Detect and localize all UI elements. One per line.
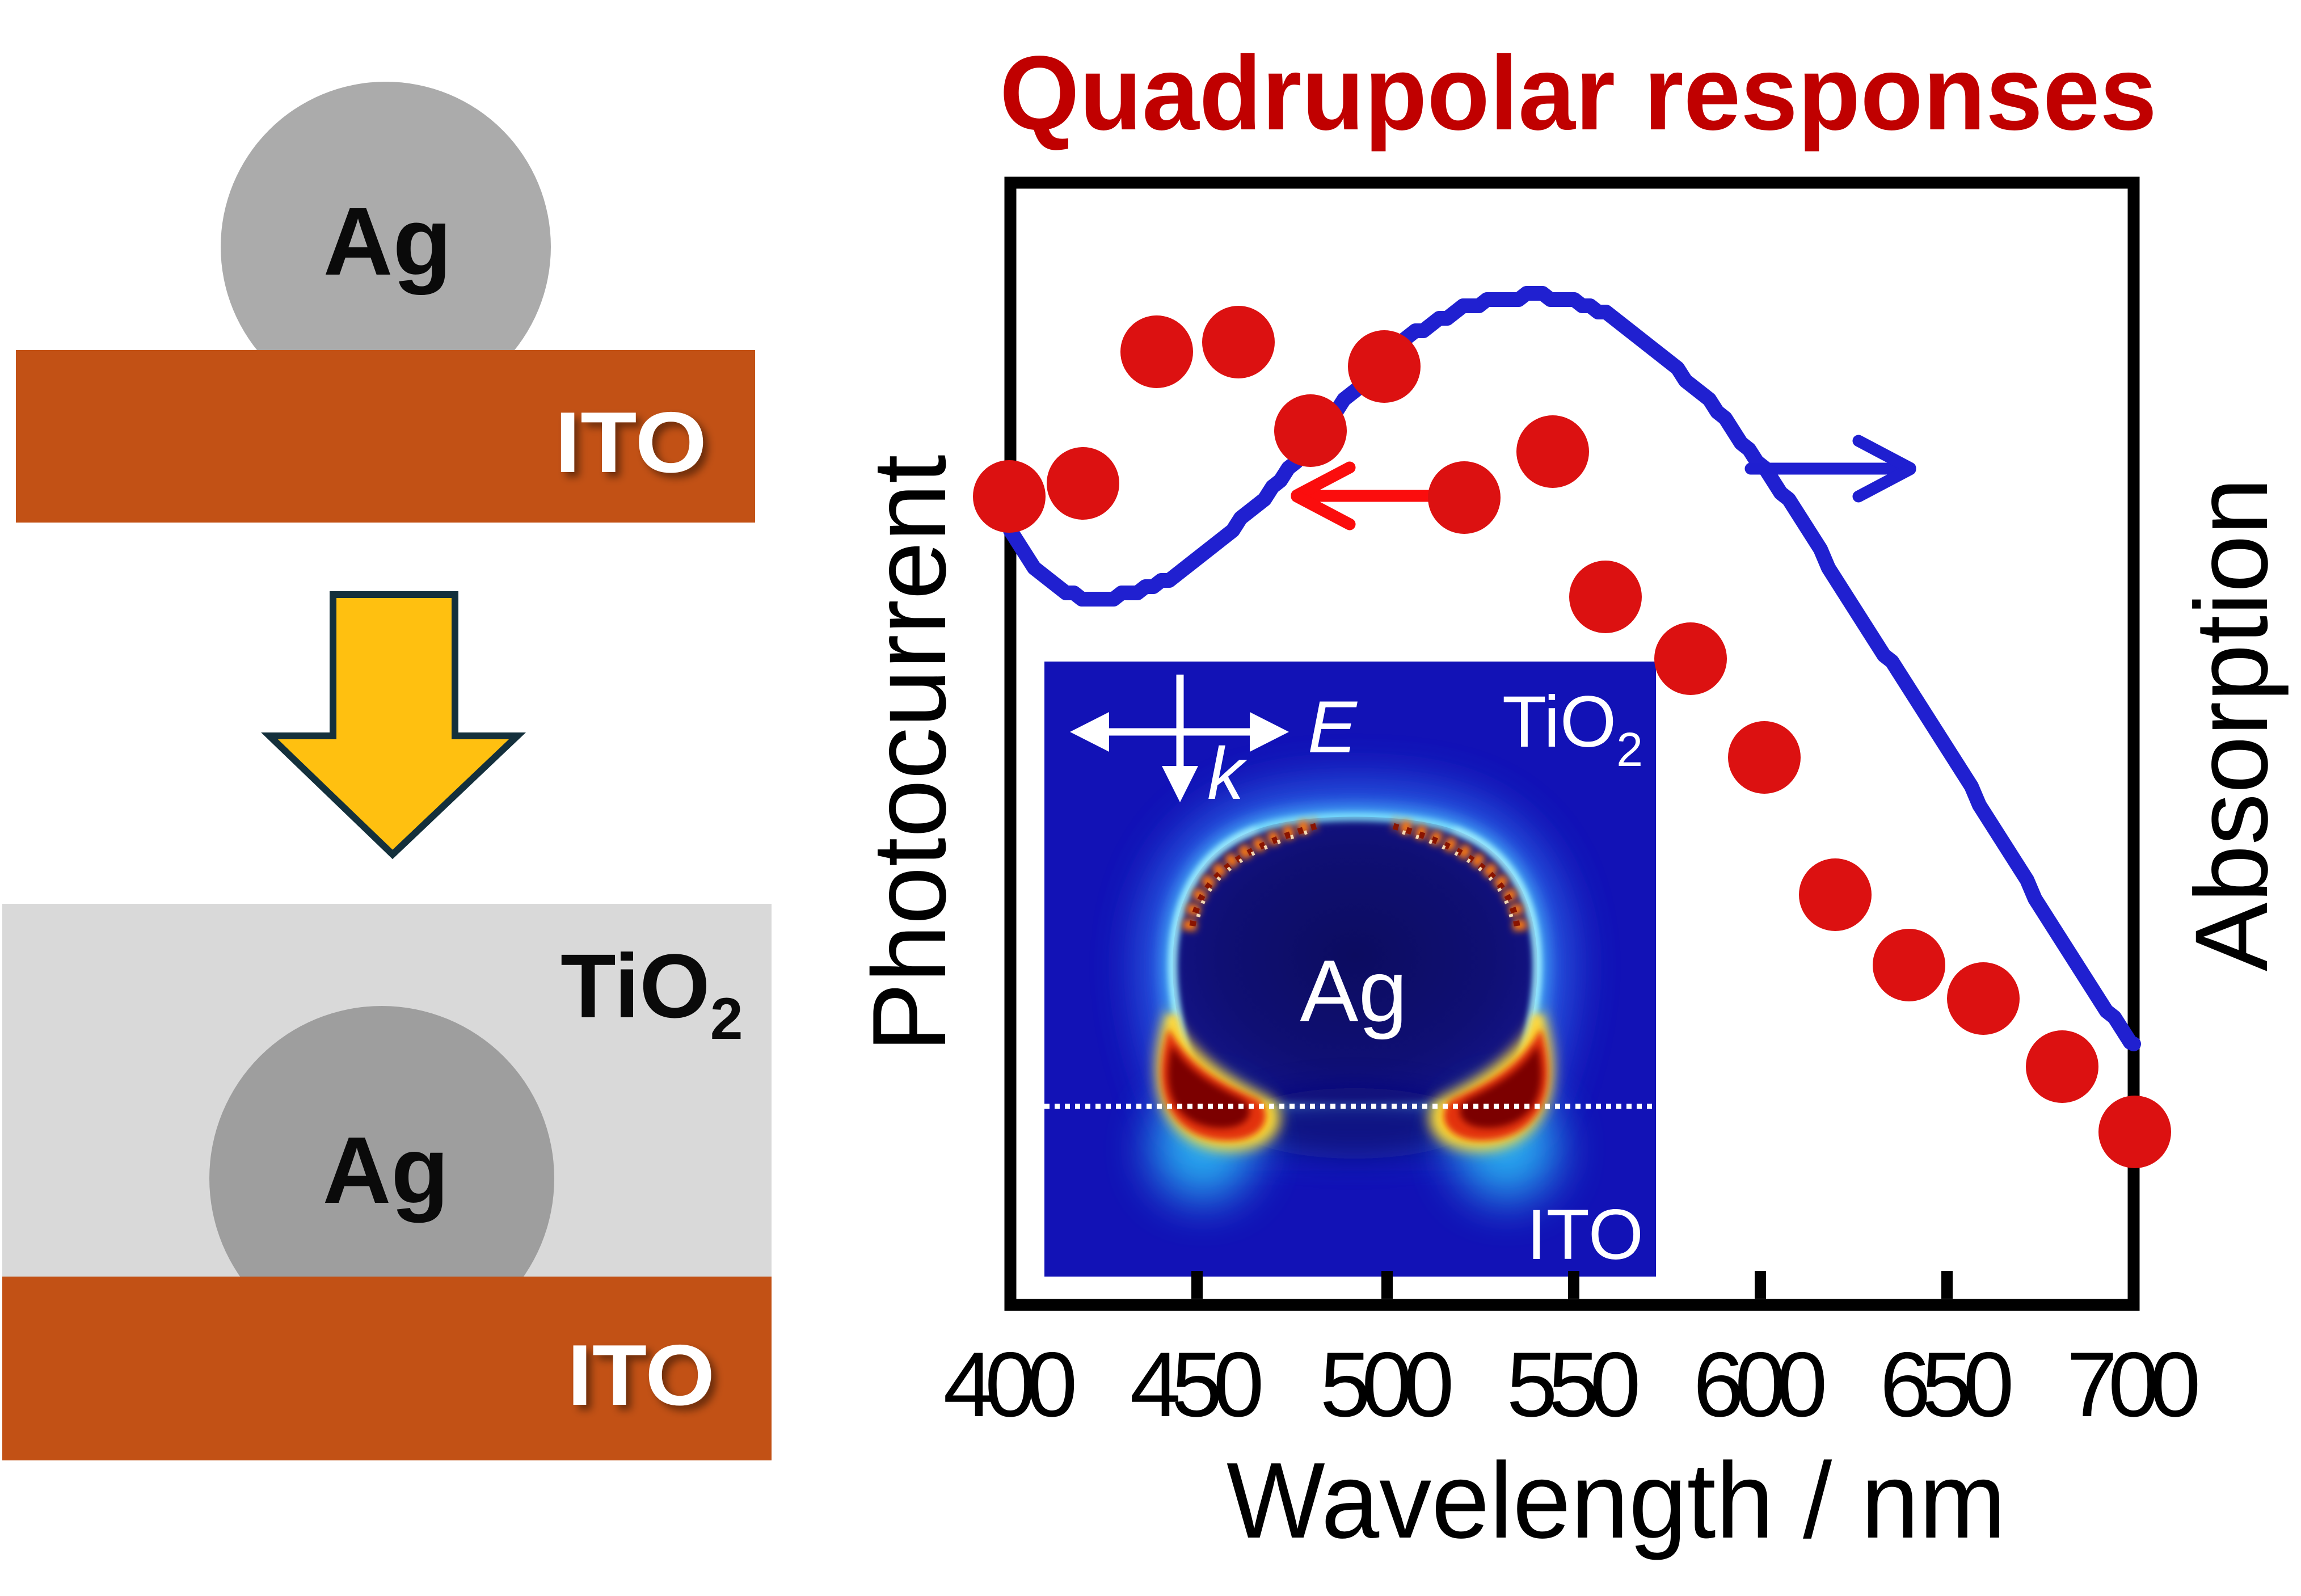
svg-text:550: 550	[1507, 1333, 1641, 1436]
svg-text:650: 650	[1880, 1333, 2015, 1436]
svg-text:450: 450	[1130, 1333, 1265, 1436]
svg-text:E: E	[1308, 685, 1358, 768]
svg-text:Quadrupolar responses: Quadrupolar responses	[1000, 35, 2157, 152]
svg-text:500: 500	[1320, 1333, 1455, 1436]
svg-text:ITO: ITO	[567, 1327, 715, 1424]
svg-text:Photocurrent: Photocurrent	[850, 454, 967, 1052]
svg-text:Absorption: Absorption	[2173, 478, 2289, 971]
svg-text:k: k	[1207, 732, 1248, 815]
svg-text:Ag: Ag	[323, 188, 452, 296]
svg-text:700: 700	[2067, 1333, 2201, 1436]
svg-text:Ag: Ag	[323, 1118, 449, 1223]
svg-text:ITO: ITO	[1527, 1195, 1643, 1274]
svg-text:Ag: Ag	[1300, 942, 1407, 1040]
svg-text:Wavelength / nm: Wavelength / nm	[1227, 1441, 2006, 1561]
svg-text:600: 600	[1693, 1333, 1828, 1436]
svg-text:400: 400	[943, 1333, 1078, 1436]
svg-text:ITO: ITO	[555, 394, 707, 491]
